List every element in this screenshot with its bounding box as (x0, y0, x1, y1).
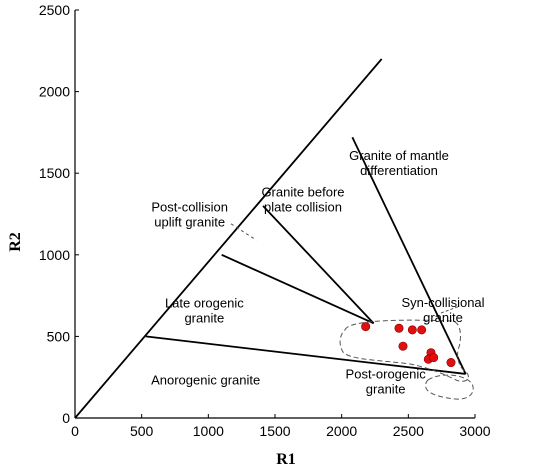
syn-collisional-envelope (339, 319, 469, 382)
x-tick-label: 500 (130, 423, 154, 439)
dashed-boundary-line (230, 223, 257, 241)
field-label-before-plate: Granite before (261, 185, 344, 200)
y-tick-label: 1000 (39, 247, 70, 263)
axes: 0 500 1000 1500 2000 2500 3000 0 500 1000 1500 2000… (39, 2, 491, 439)
field-label-late-orogenic: granite (184, 311, 224, 326)
sample-envelopes (339, 305, 474, 400)
y-tick-label: 0 (62, 410, 70, 426)
y-tick-label: 2000 (39, 84, 70, 100)
boundary-line (221, 253, 375, 325)
field-boundaries (74, 58, 467, 419)
sample-point (429, 353, 439, 363)
field-label-mantle: differentiation (360, 163, 438, 178)
field-label-late-orogenic: Late orogenic (165, 296, 244, 311)
x-tick-label: 1000 (193, 423, 224, 439)
x-tick-label: 2500 (393, 423, 424, 439)
sample-point (446, 358, 456, 368)
y-tick-label: 1500 (39, 165, 70, 181)
field-label-post-collision: uplift granite (154, 214, 225, 229)
field-label-anorogenic: Anorogenic granite (151, 372, 260, 387)
y-tick-label: 500 (47, 328, 71, 344)
field-label-post-collision: Post-collision (151, 199, 228, 214)
field-label-before-plate: plate collision (264, 200, 342, 215)
x-tick-label: 1500 (259, 423, 290, 439)
boundary-line (145, 335, 466, 375)
y-tick-label: 2500 (39, 2, 70, 18)
x-axis-title: R1 (276, 451, 296, 468)
field-label-post-orogenic: granite (366, 382, 406, 397)
sample-point (361, 322, 371, 332)
boundary-line (74, 58, 383, 419)
x-tick-label: 0 (71, 423, 79, 439)
field-label-post-orogenic: Post-orogenic (346, 367, 427, 382)
sample-point (398, 341, 408, 351)
field-label-syn-collisional: granite (423, 310, 463, 325)
sample-point (417, 325, 427, 335)
data-points (361, 322, 456, 368)
field-label-mantle: Granite of mantle (349, 148, 449, 163)
boundary-line (351, 136, 467, 375)
sample-point (394, 323, 404, 333)
field-label-syn-collisional: Syn-collisional (401, 295, 484, 310)
post-orogenic-envelope (425, 374, 474, 400)
sample-point (407, 325, 417, 335)
syn-collisional-leader (440, 305, 461, 314)
x-tick-label: 3000 (459, 423, 490, 439)
boundary-line (262, 205, 375, 324)
x-tick-label: 2000 (326, 423, 357, 439)
y-axis-title: R2 (7, 232, 24, 252)
